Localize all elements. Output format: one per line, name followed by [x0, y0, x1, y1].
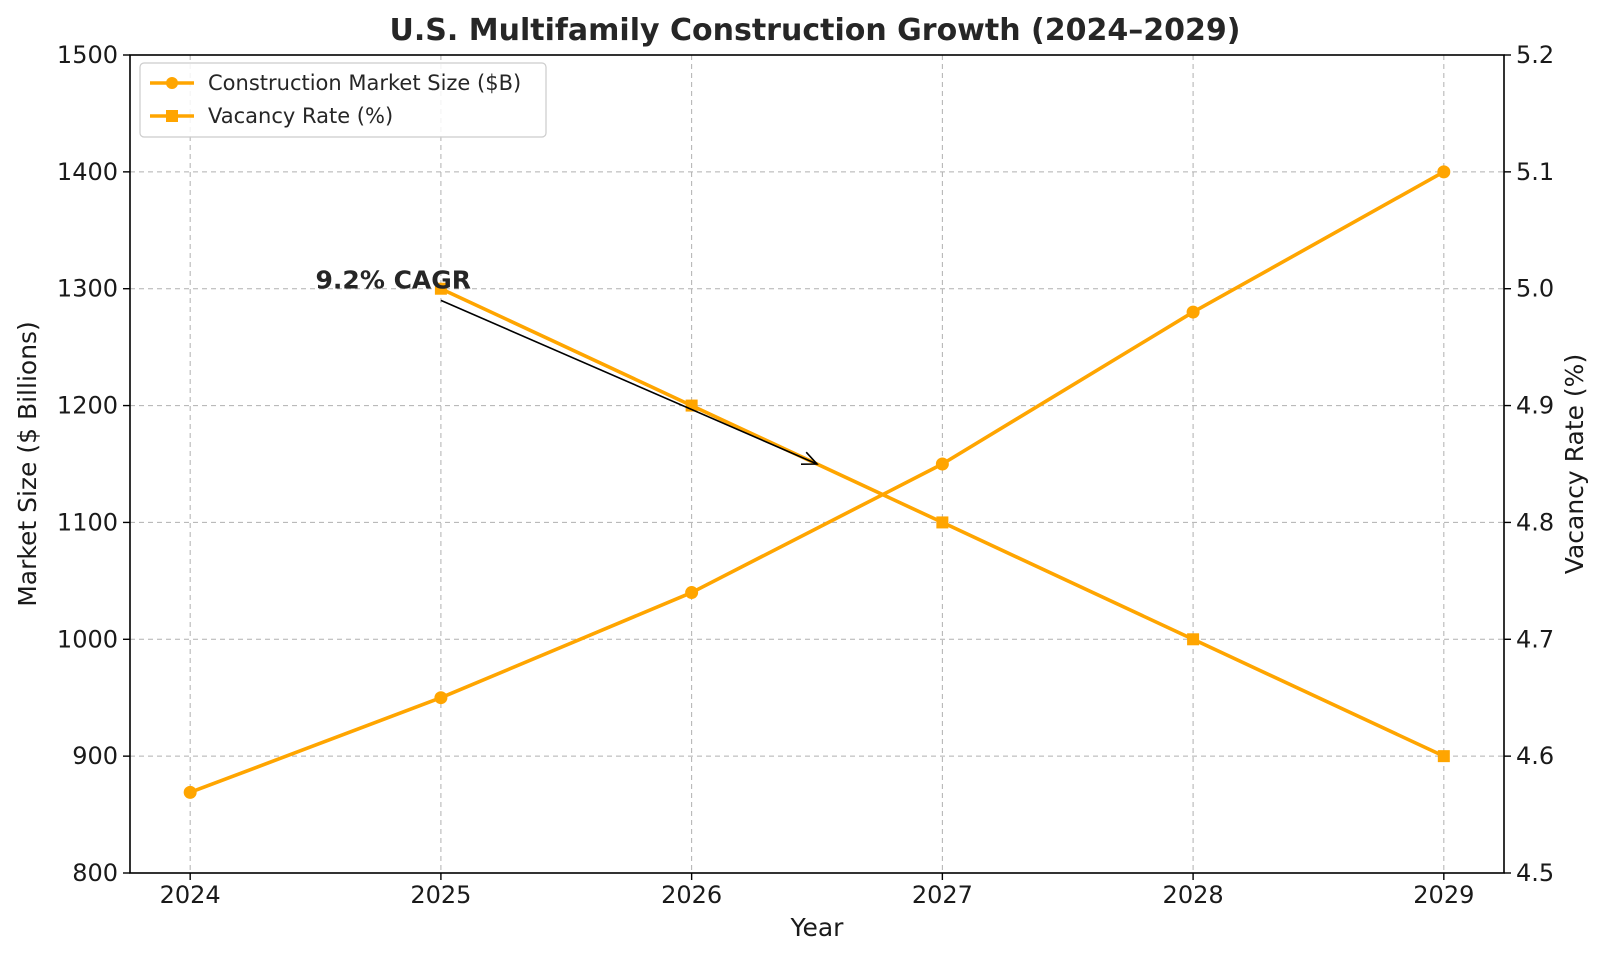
- left-y-tick-label: 1400: [57, 158, 118, 186]
- left-y-tick-label: 1300: [57, 275, 118, 303]
- data-point: [685, 586, 699, 600]
- x-tick-label: 2024: [160, 881, 221, 909]
- legend-marker-square: [166, 110, 178, 122]
- legend-marker-circle: [166, 77, 178, 89]
- left-y-tick-label: 1100: [57, 508, 118, 536]
- right-y-tick-label: 5.1: [1516, 158, 1554, 186]
- data-point: [936, 516, 949, 529]
- series-line-1: [189, 170, 1445, 795]
- right-y-tick-label: 4.9: [1516, 392, 1554, 420]
- ticks-layer: 2024 2025 2026 2027 2028 2029 800 900 1000 1100 12…: [57, 41, 1554, 909]
- plot-frame: [129, 54, 1505, 874]
- data-point: [1437, 165, 1451, 179]
- left-y-tick-label: 1200: [57, 392, 118, 420]
- x-axis-title: Year: [790, 913, 845, 942]
- left-y-tick-label: 900: [72, 742, 118, 770]
- data-point: [1186, 305, 1200, 319]
- chart-title: U.S. Multifamily Construction Growth (20…: [390, 13, 1241, 48]
- data-point: [183, 785, 197, 799]
- right-y-axis-title: Vacancy Rate (%): [1560, 354, 1589, 574]
- legend: Construction Market Size ($B) Vacancy Rat…: [139, 62, 547, 138]
- x-tick-label: 2025: [410, 881, 471, 909]
- annotation-arrow-head: [800, 451, 819, 465]
- legend-label: Construction Market Size ($B): [208, 71, 521, 95]
- right-y-tick-label: 5.2: [1516, 41, 1554, 69]
- x-tick-label: 2028: [1163, 881, 1224, 909]
- legend-label: Vacancy Rate (%): [208, 104, 393, 128]
- data-point: [1437, 750, 1450, 763]
- right-y-tick-label: 4.5: [1516, 859, 1554, 887]
- right-y-tick-label: 4.8: [1516, 508, 1554, 536]
- data-point: [1187, 633, 1200, 646]
- x-tick-label: 2027: [912, 881, 973, 909]
- right-y-tick-label: 5.0: [1516, 275, 1554, 303]
- left-y-axis-title: Market Size ($ Billions): [13, 321, 42, 607]
- series-layer: [183, 165, 1451, 799]
- data-point: [434, 691, 448, 705]
- right-y-tick-label: 4.7: [1516, 625, 1554, 653]
- x-tick-label: 2029: [1413, 881, 1474, 909]
- annotation-arrow-shaft: [440, 299, 818, 465]
- left-y-tick-label: 1000: [57, 625, 118, 653]
- annotation: 9.2% CAGR: [316, 266, 819, 465]
- annotation-text: 9.2% CAGR: [316, 266, 472, 295]
- x-tick-label: 2026: [661, 881, 722, 909]
- left-y-tick-label: 1500: [57, 41, 118, 69]
- left-y-tick-label: 800: [72, 859, 118, 887]
- data-point: [935, 457, 949, 471]
- data-point: [434, 282, 447, 295]
- legend-box: [139, 62, 547, 138]
- right-y-tick-label: 4.6: [1516, 742, 1554, 770]
